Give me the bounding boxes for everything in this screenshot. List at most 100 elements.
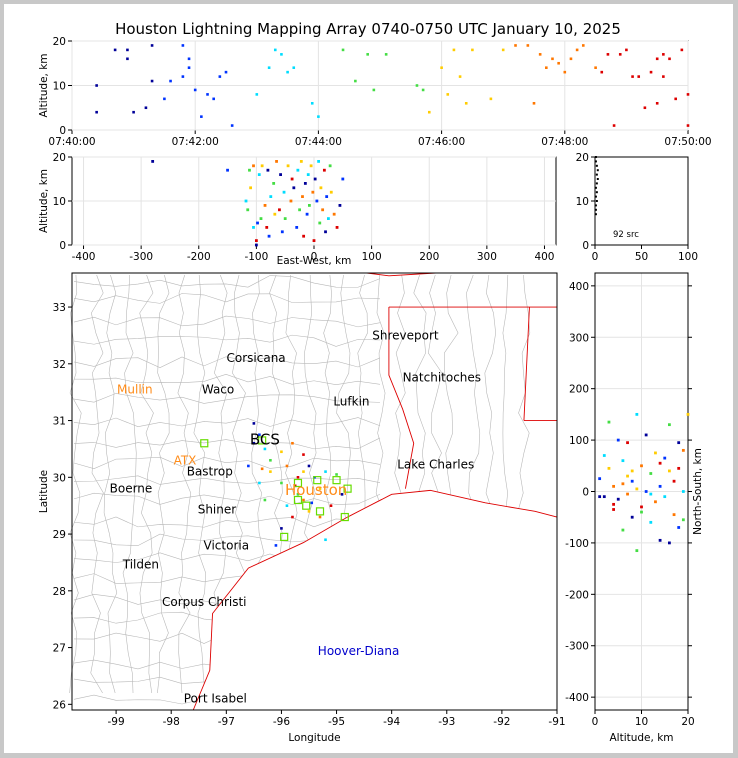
county-line: [73, 334, 381, 347]
tick-label-y: 400: [569, 281, 589, 293]
data-point: [317, 115, 320, 118]
data-point: [324, 230, 327, 234]
county-line: [193, 274, 207, 694]
red-river: [366, 272, 436, 277]
data-point: [218, 75, 222, 78]
lightning-source: [302, 498, 305, 502]
lightning-source: [329, 504, 333, 507]
data-point: [193, 88, 197, 92]
data-point: [415, 84, 419, 87]
data-point: [256, 221, 259, 225]
data-point: [655, 57, 659, 61]
lightning-source: [302, 470, 305, 473]
data-point: [464, 102, 468, 105]
x-axis-label: Altitude, km: [609, 732, 673, 744]
data-point: [489, 97, 493, 101]
data-point: [602, 495, 606, 499]
data-point: [440, 66, 443, 69]
lightning-source: [269, 470, 272, 473]
tick-label-x: -100: [244, 251, 268, 263]
tick-label-x: 0: [311, 251, 318, 263]
data-point: [266, 168, 270, 172]
histogram-point: [595, 191, 598, 194]
data-point: [654, 500, 657, 504]
data-point: [187, 66, 191, 69]
data-point: [257, 173, 261, 176]
tick-label-x: 0: [592, 716, 599, 728]
tick-label-x: -94: [383, 716, 400, 728]
data-point: [255, 93, 259, 96]
tick-label-x: -96: [273, 716, 290, 728]
data-point: [150, 79, 154, 83]
data-point: [662, 75, 665, 78]
tick-label-x: -400: [72, 251, 96, 263]
data-point: [668, 57, 671, 61]
county-line: [69, 274, 82, 694]
data-point: [644, 490, 648, 493]
tick-label-y: 32: [53, 359, 66, 371]
county-line: [157, 274, 170, 694]
lightning-source: [293, 484, 297, 488]
data-point: [312, 239, 316, 242]
data-point: [631, 75, 634, 78]
data-point: [625, 48, 628, 52]
data-point: [452, 48, 456, 52]
tick-label-x: 200: [419, 251, 439, 263]
city-label: Hoover-Diana: [318, 644, 400, 658]
histogram-point: [594, 186, 597, 189]
data-point: [298, 208, 301, 212]
data-point: [686, 93, 690, 96]
county-line: [73, 437, 381, 450]
lightning-source: [296, 476, 300, 479]
data-point: [672, 479, 676, 483]
data-point: [649, 70, 653, 74]
county-line: [73, 275, 381, 288]
data-point: [551, 57, 554, 61]
tick-label-x: -200: [187, 251, 211, 263]
county-line: [139, 274, 154, 694]
panel-border: [71, 272, 558, 711]
data-point: [686, 124, 690, 127]
tick-label-x: -300: [129, 251, 153, 263]
county-line: [122, 274, 137, 694]
data-point: [307, 204, 311, 207]
lightning-source: [324, 470, 327, 473]
lightning-source: [307, 464, 311, 468]
data-point: [252, 226, 255, 229]
tick-label-x: -99: [108, 716, 125, 728]
lightning-source: [291, 515, 294, 519]
tick-label-y: 27: [53, 643, 66, 655]
data-point: [621, 528, 625, 532]
tick-label-x: 07:50:00: [664, 136, 711, 148]
histogram-point: [594, 213, 597, 216]
tick-label-y: 20: [576, 152, 589, 164]
tick-label-y: 29: [53, 529, 66, 541]
county-line: [73, 475, 381, 485]
data-point: [501, 48, 505, 52]
county-line: [73, 456, 381, 470]
data-point: [602, 454, 606, 457]
data-point: [649, 492, 653, 496]
data-point: [254, 239, 258, 242]
data-point: [206, 93, 209, 96]
data-point: [278, 208, 281, 212]
city-label: Tilden: [122, 558, 159, 572]
data-point: [341, 177, 345, 181]
data-point: [427, 110, 431, 114]
lma-station-marker: [293, 478, 303, 488]
data-point: [677, 526, 681, 529]
lightning-source: [280, 527, 283, 530]
lma-station-marker: [340, 512, 349, 522]
data-point: [309, 164, 313, 168]
north-south-height-panel: 0 10 20 -400 -300 -200 -100 0 100 200 300 400 North-…: [565, 272, 704, 744]
state-border-la-ms: [523, 307, 557, 422]
east-west-height-panel: -400 -300 -200 -100 0 100 200 300 400 0 10 20Altitu…: [38, 152, 557, 267]
data-point: [612, 502, 615, 506]
data-point: [252, 164, 255, 168]
source-count: 92 src: [613, 230, 639, 240]
data-point: [612, 124, 616, 127]
data-point: [607, 420, 611, 424]
data-point: [322, 168, 326, 172]
data-point: [557, 61, 560, 65]
city-label: Shiner: [198, 503, 237, 517]
